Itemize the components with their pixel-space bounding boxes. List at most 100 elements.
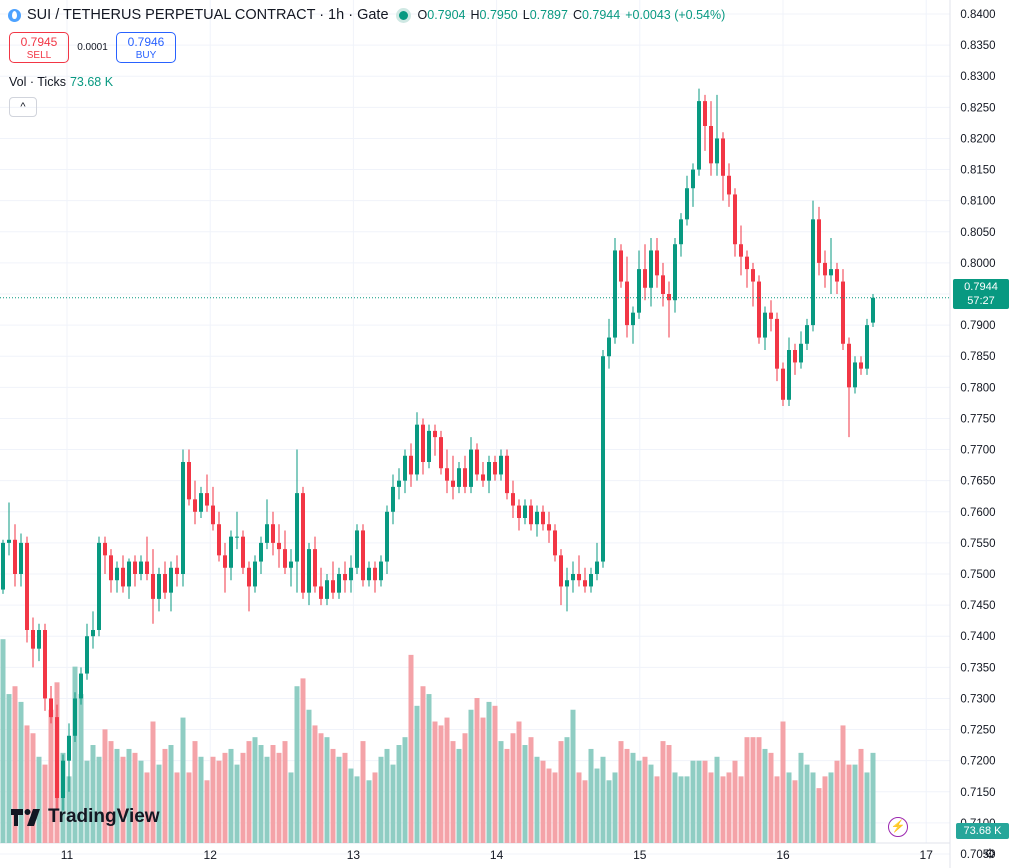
volume-bar <box>522 745 528 843</box>
candle-body <box>511 493 515 506</box>
settings-gear-icon[interactable]: ⚙ <box>984 846 996 861</box>
volume-bar <box>492 705 498 843</box>
volume-bar <box>210 756 216 843</box>
candle-body <box>811 219 815 326</box>
price-axis-label: 0.8050 <box>960 227 995 239</box>
volume-bar <box>6 694 12 843</box>
volume-bar <box>162 748 168 843</box>
volume-bar <box>540 760 546 843</box>
volume-bar <box>498 741 504 843</box>
buy-price: 0.7946 <box>127 35 165 49</box>
candle-body <box>817 219 821 263</box>
candle-body <box>679 219 683 245</box>
sell-button[interactable]: 0.7945 SELL <box>9 32 69 63</box>
candle-body <box>403 455 407 481</box>
volume-bar <box>462 733 468 843</box>
volume-bar <box>66 776 72 843</box>
tradingview-logo[interactable]: TradingView <box>11 806 160 828</box>
volume-bar <box>426 694 432 843</box>
high-value: 0.7950 <box>479 8 518 22</box>
chevron-up-icon: ^ <box>20 101 26 113</box>
candle-body <box>523 505 527 518</box>
candle-body <box>31 630 35 649</box>
volume-bar <box>588 748 594 843</box>
volume-bar <box>216 760 222 843</box>
candle-body <box>619 250 623 282</box>
change-value: +0.0043 (+0.54%) <box>625 8 726 22</box>
buy-button[interactable]: 0.7946 BUY <box>116 32 176 63</box>
candle-body <box>187 462 191 500</box>
volume-legend[interactable]: Vol · Ticks 73.68 K <box>9 75 113 89</box>
candle-body <box>79 673 83 699</box>
volume-bar <box>432 721 438 843</box>
candle-body <box>493 462 497 475</box>
candle-body <box>313 549 317 587</box>
volume-bar <box>486 701 492 843</box>
price-axis-label: 0.7200 <box>960 756 995 768</box>
candle-body <box>271 524 275 543</box>
volume-bar <box>258 745 264 843</box>
candle-body <box>685 188 689 220</box>
volume-bar <box>558 741 564 843</box>
candle-body <box>433 430 437 438</box>
candle-body <box>361 530 365 581</box>
symbol-title[interactable]: SUI / TETHERUS PERPETUAL CONTRACT · 1h ·… <box>27 7 389 23</box>
volume-bar <box>528 737 534 843</box>
volume-bar <box>516 721 522 843</box>
candle-body <box>745 256 749 270</box>
candle-body <box>421 424 425 462</box>
volume-bar <box>504 748 510 843</box>
candle-body <box>559 555 563 587</box>
candle-body <box>397 480 401 487</box>
volume-bar <box>744 737 750 843</box>
candle-body <box>49 698 53 718</box>
candle-body <box>289 561 293 568</box>
volume-bar <box>354 776 360 843</box>
volume-bar <box>276 752 282 843</box>
volume-bar <box>612 772 618 843</box>
candle-body <box>37 630 41 649</box>
volume-bar <box>0 639 6 843</box>
volume-bar <box>138 760 144 843</box>
candle-body <box>475 449 479 475</box>
price-axis-label: 0.7600 <box>960 507 995 519</box>
candle-body <box>577 574 581 581</box>
price-axis-label: 0.7450 <box>960 600 995 612</box>
volume-bar <box>480 717 486 843</box>
candle-body <box>631 312 635 326</box>
candle-body <box>859 362 863 369</box>
current-price-tag: 0.7944 57:27 <box>953 279 1009 309</box>
volume-bar <box>468 709 474 843</box>
candle-body <box>799 343 803 363</box>
candle-body <box>109 555 113 581</box>
lightning-icon[interactable]: ⚡ <box>888 817 908 837</box>
volume-bar <box>120 756 126 843</box>
candle-body <box>55 717 59 798</box>
candle-body <box>601 356 605 562</box>
price-axis-label: 0.7300 <box>960 693 995 705</box>
candle-body <box>61 760 65 798</box>
candle-body <box>751 269 755 282</box>
time-axis-label: 12 <box>204 848 218 862</box>
volume-bar <box>294 686 300 843</box>
candle-body <box>775 318 779 369</box>
volume-bar <box>228 748 234 843</box>
time-axis-label: 13 <box>347 848 361 862</box>
volume-bar <box>444 717 450 843</box>
candle-body <box>793 350 797 363</box>
volume-bar <box>798 752 804 843</box>
candle-body <box>409 455 413 475</box>
volume-bar <box>420 686 426 843</box>
chart-header: SUI / TETHERUS PERPETUAL CONTRACT · 1h ·… <box>8 7 730 23</box>
candle-body <box>337 574 341 593</box>
volume-bar <box>678 776 684 843</box>
candle-body <box>19 542 23 574</box>
candle-body <box>445 468 449 481</box>
collapse-legend-button[interactable]: ^ <box>9 97 37 117</box>
candle-body <box>223 555 227 568</box>
candle-body <box>661 275 665 294</box>
trade-panel: 0.7945 SELL 0.0001 0.7946 BUY <box>9 32 176 63</box>
sell-price: 0.7945 <box>20 35 58 49</box>
price-axis-label: 0.7350 <box>960 662 995 674</box>
